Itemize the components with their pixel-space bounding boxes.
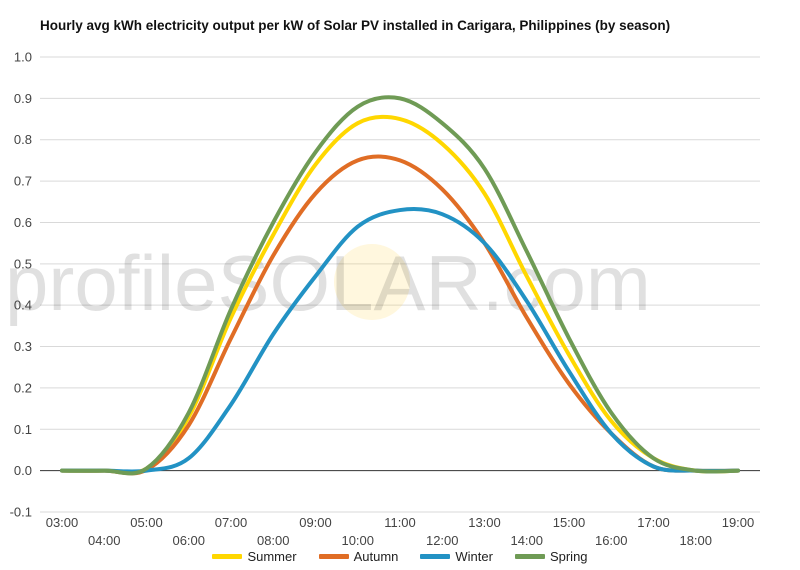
x-tick-label: 17:00 xyxy=(637,515,670,530)
x-tick-label: 19:00 xyxy=(722,515,755,530)
y-tick-label: 0.7 xyxy=(14,174,32,189)
x-tick-label: 06:00 xyxy=(172,533,205,548)
series-line-winter xyxy=(60,206,740,474)
legend: Summer Autumn Winter Spring xyxy=(0,549,800,564)
x-tick-label: 16:00 xyxy=(595,533,628,548)
legend-swatch-icon xyxy=(420,554,451,559)
x-tick-label: 10:00 xyxy=(341,533,374,548)
y-tick-label: 0.3 xyxy=(14,339,32,354)
watermark: profileSOLAR.com xyxy=(5,239,651,327)
legend-item-autumn[interactable]: Autumn xyxy=(318,549,399,564)
legend-item-spring[interactable]: Spring xyxy=(514,549,588,564)
x-tick-label: 13:00 xyxy=(468,515,501,530)
legend-swatch-icon xyxy=(212,554,243,559)
legend-swatch-icon xyxy=(318,554,349,559)
y-tick-label: 0.8 xyxy=(14,132,32,147)
x-tick-label: 15:00 xyxy=(553,515,586,530)
x-tick-label: 03:00 xyxy=(46,515,79,530)
y-tick-label: 0.6 xyxy=(14,215,32,230)
y-tick-label: 0.4 xyxy=(14,298,32,313)
x-tick-label: 12:00 xyxy=(426,533,459,548)
legend-label: Summer xyxy=(247,549,297,564)
x-tick-label: 08:00 xyxy=(257,533,290,548)
legend-swatch-icon xyxy=(514,554,545,559)
x-tick-label: 05:00 xyxy=(130,515,163,530)
y-axis-ticks: -0.1 0.0 0.1 0.2 0.3 0.4 0.5 0.6 0.7 0.8 0.9 1.0 xyxy=(10,50,32,520)
legend-label: Winter xyxy=(455,549,493,564)
legend-label: Autumn xyxy=(353,549,399,564)
watermark-sun-icon xyxy=(334,244,410,320)
legend-label: Spring xyxy=(549,549,588,564)
watermark-text: profileSOLAR.com xyxy=(5,239,651,327)
chart-title: Hourly avg kWh electricity output per kW… xyxy=(40,18,671,33)
x-tick-label: 11:00 xyxy=(384,515,416,530)
x-tick-label: 18:00 xyxy=(679,533,712,548)
y-tick-label: -0.1 xyxy=(10,505,32,520)
series-layer xyxy=(60,95,740,476)
x-tick-label: 04:00 xyxy=(88,533,121,548)
series-line-spring xyxy=(60,95,740,476)
x-tick-label: 14:00 xyxy=(510,533,543,548)
y-tick-label: 0.9 xyxy=(14,91,32,106)
x-tick-label: 07:00 xyxy=(215,515,248,530)
y-tick-label: 1.0 xyxy=(14,50,32,65)
x-tick-label: 09:00 xyxy=(299,515,332,530)
legend-item-winter[interactable]: Winter xyxy=(420,549,493,564)
legend-item-summer[interactable]: Summer xyxy=(212,549,297,564)
y-tick-label: 0.1 xyxy=(14,422,32,437)
y-tick-label: 0.5 xyxy=(14,256,32,271)
x-axis-ticks: 03:00 04:00 05:00 06:00 07:00 08:00 09:00 10:00… xyxy=(46,515,755,548)
y-tick-label: 0.0 xyxy=(14,463,32,478)
y-tick-label: 0.2 xyxy=(14,380,32,395)
